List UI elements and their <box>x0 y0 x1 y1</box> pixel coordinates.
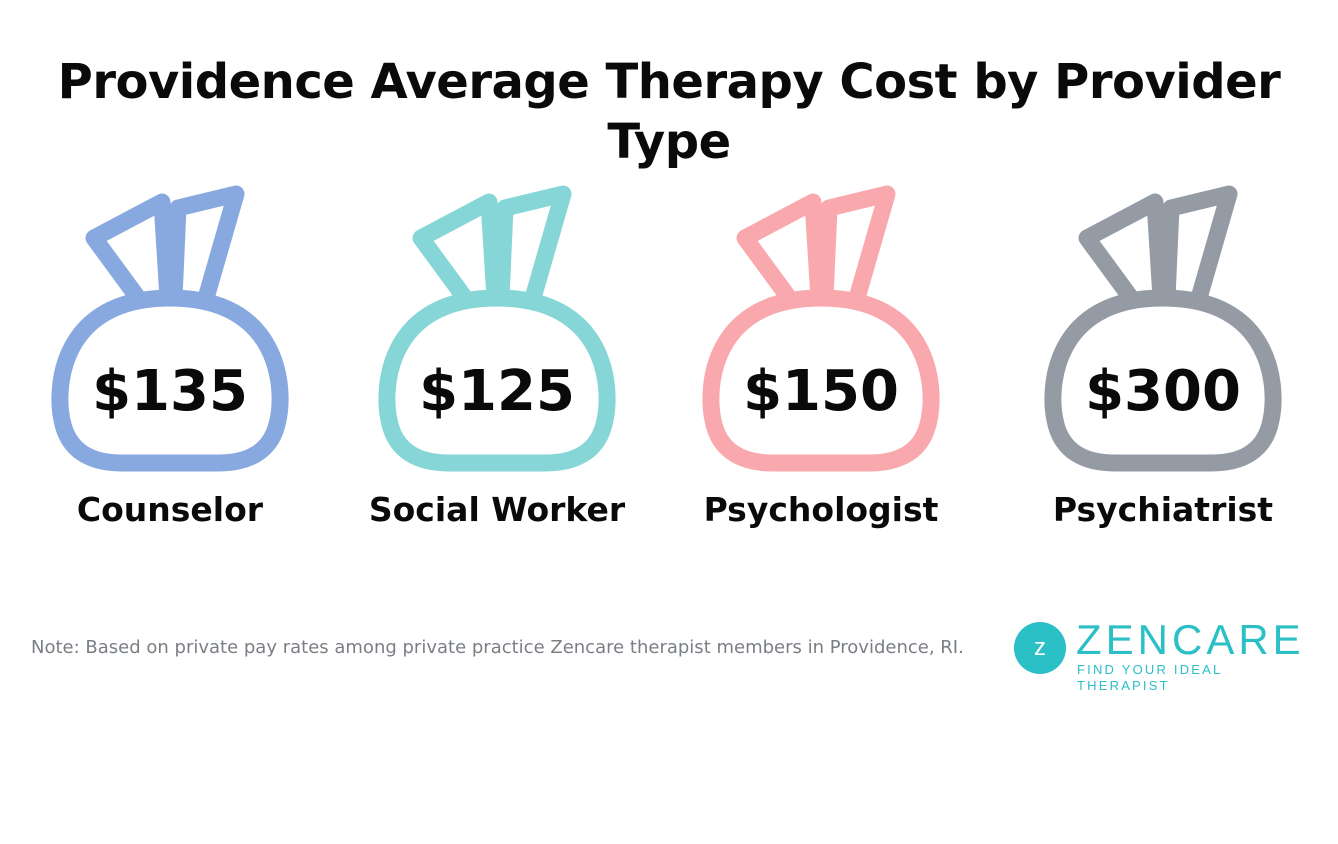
price-value: $125 <box>419 359 575 424</box>
price-value: $300 <box>1085 359 1241 424</box>
zencare-logo: z ZENCARE FIND YOUR IDEAL THERAPIST <box>1012 616 1312 693</box>
provider-card-psychiatrist: $300 Psychiatrist <box>1013 180 1313 550</box>
footnote: Note: Based on private pay rates among p… <box>31 637 964 658</box>
price-value: $135 <box>92 359 248 424</box>
money-bag-icon <box>1044 185 1282 472</box>
provider-label: Counselor <box>76 490 264 529</box>
page-title: Providence Average Therapy Cost by Provi… <box>57 54 1281 170</box>
provider-label: Social Worker <box>368 490 626 529</box>
money-bag-icon <box>702 185 940 472</box>
provider-label: Psychologist <box>703 490 939 529</box>
provider-card-psychologist: $150 Psychologist <box>671 180 971 550</box>
provider-card-counselor: $135 Counselor <box>20 180 320 550</box>
provider-card-social-worker: $125 Social Worker <box>347 180 647 550</box>
logo-tagline: FIND YOUR IDEAL THERAPIST <box>1077 662 1222 693</box>
money-bag-icon <box>51 185 289 472</box>
price-value: $150 <box>743 359 899 424</box>
provider-cards: $135 Counselor $125 Social Worker $150 P… <box>0 180 1338 560</box>
money-bag-icon <box>378 185 616 472</box>
provider-label: Psychiatrist <box>1052 490 1274 529</box>
logo-mark-icon: z <box>1014 622 1066 674</box>
logo-wordmark: ZENCARE <box>1076 616 1305 663</box>
